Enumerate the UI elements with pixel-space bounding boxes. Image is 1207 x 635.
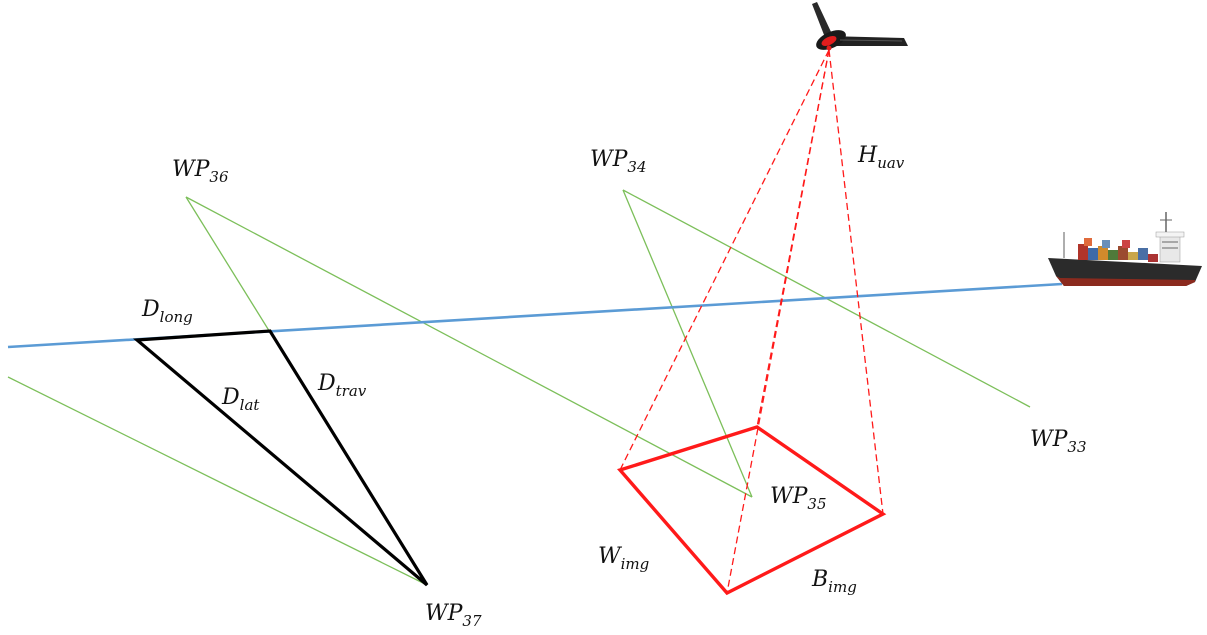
uav-drone-icon: [812, 2, 908, 51]
flight-path-leg-wp36-wp35: [185, 196, 753, 498]
flight-path-leg-wp37-west: [7, 376, 428, 586]
label-wp33: WP33: [1030, 427, 1087, 456]
label-wp35: WP35: [770, 484, 827, 513]
projection-line-right: [828, 49, 884, 515]
label-wp37: WP37: [425, 601, 482, 630]
label-d-lat: Dlat: [221, 385, 260, 414]
label-wp34: WP34: [590, 147, 647, 176]
label-h-uav: Huav: [857, 143, 905, 172]
projection-line-front: [726, 49, 830, 594]
projection-line-left: [619, 49, 830, 471]
label-b-img: Bimg: [811, 567, 857, 596]
image-footprint: [617, 425, 887, 596]
label-d-trav: Dtrav: [317, 371, 367, 400]
camera-projection-lines: [619, 49, 884, 594]
label-wp36: WP36: [172, 157, 229, 186]
flight-path: [7, 189, 1031, 586]
distance-triangle: [132, 329, 429, 587]
label-d-long: Dlong: [141, 297, 193, 326]
label-w-img: Wimg: [598, 544, 649, 573]
container-ship-icon: [1048, 212, 1202, 286]
flight-path-leg-wp35-wp34: [622, 189, 753, 498]
